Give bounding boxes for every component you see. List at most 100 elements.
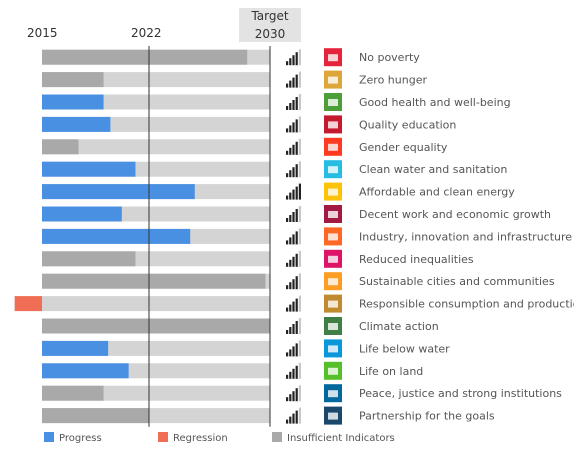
signal-bar <box>289 282 292 290</box>
signal-bar <box>289 349 292 357</box>
goal-label: Good health and well-being <box>359 96 511 109</box>
signal-bar <box>298 340 301 357</box>
bar-insufficient-indicators <box>42 273 266 289</box>
signal-bar <box>286 128 289 133</box>
signal-bar <box>292 413 295 424</box>
signal-bar <box>295 186 298 200</box>
goal-icon-glyph <box>328 323 338 330</box>
signal-bar <box>295 141 298 155</box>
signal-bar <box>286 285 289 290</box>
signal-bar <box>292 256 295 267</box>
signal-bar <box>289 103 292 110</box>
goal-icon-glyph <box>328 99 338 106</box>
bar-progress <box>42 116 111 132</box>
goal-label: Reduced inequalities <box>359 253 474 266</box>
signal-bar <box>295 209 298 222</box>
signal-bar <box>292 391 295 402</box>
signal-bar <box>286 330 289 334</box>
goal-label: Zero hunger <box>359 74 427 87</box>
signal-bar <box>298 183 301 200</box>
goal-icon-glyph <box>328 412 338 420</box>
bar-progress <box>42 340 109 356</box>
signal-bar <box>295 365 298 379</box>
target-2030-header: Target 2030 <box>239 8 301 42</box>
legend-label: Progress <box>59 433 102 444</box>
signal-bar <box>298 228 301 245</box>
signal-bar <box>286 374 289 379</box>
goal-icon-glyph <box>328 211 338 218</box>
signal-bar <box>298 295 301 312</box>
signal-bar <box>289 147 292 155</box>
signal-bar <box>292 279 295 290</box>
signal-bar <box>292 301 295 312</box>
goal-icon-glyph <box>328 345 338 353</box>
goal-label: Affordable and clean energy <box>359 186 515 199</box>
signal-bar <box>286 240 289 245</box>
signal-bar <box>286 150 289 155</box>
signal-bar <box>298 362 301 379</box>
legend-swatch <box>158 432 168 442</box>
signal-bar <box>289 259 292 267</box>
signal-bar <box>298 116 301 133</box>
goal-icon-glyph <box>328 255 338 263</box>
goal-label: No poverty <box>359 51 420 64</box>
goal-icon-glyph <box>328 143 338 151</box>
signal-bar <box>292 144 295 155</box>
legend-swatch <box>272 432 282 442</box>
signal-bar <box>289 327 292 334</box>
signal-bar <box>292 324 295 334</box>
signal-bar <box>298 250 301 267</box>
signal-bar <box>289 237 292 245</box>
goal-icon-glyph <box>328 390 338 398</box>
signal-bar <box>289 416 292 424</box>
signal-bar <box>286 307 289 312</box>
goal-label: Sustainable cities and communities <box>359 275 555 288</box>
legend-label: Regression <box>173 433 228 444</box>
bar-insufficient-indicators <box>42 72 104 88</box>
goal-label: Partnership for the goals <box>359 410 495 423</box>
signal-bar <box>286 262 289 267</box>
goal-icon-glyph <box>328 121 338 129</box>
goal-label: Responsible consumption and production <box>359 298 574 311</box>
target-year-label: 2030 <box>254 27 286 41</box>
goal-label: Industry, innovation and infrastructure <box>359 230 572 243</box>
signal-bar <box>286 106 289 110</box>
bar-track <box>42 296 270 312</box>
signal-bar <box>292 189 295 200</box>
legend-label: Insufficient Indicators <box>287 433 395 444</box>
year-2015-label: 2015 <box>27 26 58 40</box>
signal-bar <box>292 368 295 379</box>
signal-bar <box>286 173 289 178</box>
signal-bar <box>295 253 298 267</box>
bar-insufficient-indicators <box>42 318 270 334</box>
signal-bar <box>286 83 289 88</box>
bar-insufficient-indicators <box>42 49 248 65</box>
signal-bar <box>292 55 295 66</box>
signal-bar <box>295 164 298 178</box>
goal-label: Life on land <box>359 365 423 378</box>
signal-bar <box>289 371 292 379</box>
goal-icon-glyph <box>328 367 338 375</box>
bar-insufficient-indicators <box>42 385 104 401</box>
signal-bar <box>292 167 295 178</box>
signal-bar <box>286 195 289 200</box>
signal-bar <box>292 234 295 245</box>
signal-bar <box>298 49 301 66</box>
bar-progress <box>42 228 191 244</box>
goal-label: Clean water and sanitation <box>359 163 507 176</box>
signal-bar <box>298 161 301 178</box>
legend-swatch <box>44 432 54 442</box>
bar-track <box>42 139 270 155</box>
signal-bar <box>295 410 298 424</box>
goal-icon-glyph <box>328 278 338 286</box>
signal-bar <box>289 58 292 66</box>
signal-bar <box>289 304 292 312</box>
signal-bar <box>289 125 292 133</box>
signal-bar <box>292 77 295 88</box>
bar-regression <box>14 296 43 312</box>
signal-bar <box>286 218 289 222</box>
goal-icon-glyph <box>328 166 338 174</box>
goal-icon-glyph <box>328 188 338 196</box>
signal-bar <box>298 206 301 222</box>
